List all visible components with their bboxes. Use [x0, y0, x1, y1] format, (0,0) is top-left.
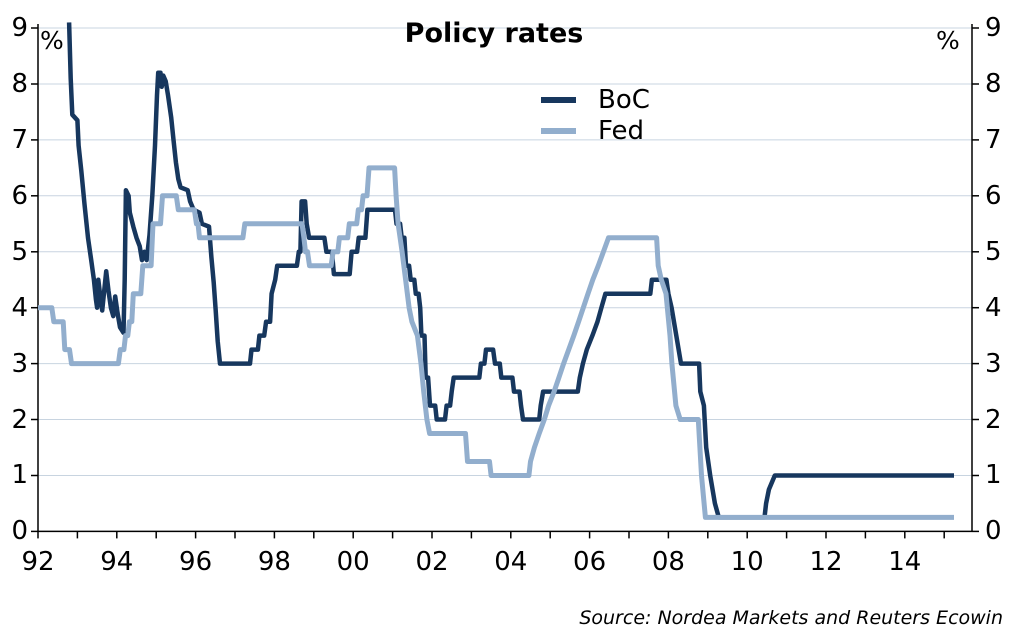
- y-axis-label-left: 8: [11, 68, 28, 99]
- y-axis-label-left: 4: [11, 292, 28, 323]
- legend-item-fed: Fed: [541, 115, 650, 146]
- y-axis-label-right: 3: [985, 348, 1002, 379]
- x-axis-label: 92: [21, 547, 55, 577]
- y-axis-label-left: 5: [11, 236, 28, 267]
- x-axis-label: 12: [809, 547, 843, 577]
- fed-line: [38, 165, 954, 520]
- y-axis-label-left: 6: [11, 180, 28, 211]
- y-axis-label-left: 0: [11, 516, 28, 547]
- source-note: Source: Nordea Markets and Reuters Ecowi…: [579, 607, 1003, 629]
- x-axis-label: 14: [888, 547, 922, 577]
- fed-line-swatch: [541, 127, 576, 134]
- y-axis-label-left: 9: [11, 13, 28, 44]
- y-axis-label-left: 1: [11, 460, 28, 491]
- y-axis-label-right: 5: [985, 236, 1002, 267]
- boc-line-swatch: [541, 96, 576, 103]
- y-axis-label-left: 3: [11, 348, 28, 379]
- y-axis-label-right: 7: [985, 124, 1002, 155]
- y-axis-label-right: 0: [985, 516, 1002, 547]
- y-axis-label-right: 2: [985, 404, 1002, 435]
- percent-label-left: %: [40, 26, 64, 55]
- x-axis-label: 96: [179, 547, 213, 577]
- legend-label-fed: Fed: [598, 115, 645, 146]
- y-axis-label-right: 6: [985, 180, 1002, 211]
- legend-label-boc: BoC: [598, 84, 650, 115]
- x-axis-label: 04: [494, 547, 528, 577]
- y-axis-label-right: 1: [985, 460, 1002, 491]
- y-axis-label-right: 9: [985, 13, 1002, 44]
- boc-line: [66, 22, 954, 520]
- x-axis-label: 06: [573, 547, 607, 577]
- x-axis-label: 08: [651, 547, 685, 577]
- x-axis-label: 98: [257, 547, 291, 577]
- y-axis-label-left: 2: [11, 404, 28, 435]
- legend: BoC Fed: [541, 84, 650, 146]
- chart-title: Policy rates: [404, 18, 584, 49]
- percent-label-right: %: [936, 26, 960, 55]
- x-axis-label: 00: [336, 547, 370, 577]
- y-axis-label-right: 4: [985, 292, 1002, 323]
- x-axis-label: 10: [730, 547, 764, 577]
- y-axis-label-right: 8: [985, 68, 1002, 99]
- legend-item-boc: BoC: [541, 84, 650, 115]
- x-axis-label: 94: [100, 547, 134, 577]
- y-axis-label-left: 7: [11, 124, 28, 155]
- x-axis-label: 02: [415, 547, 449, 577]
